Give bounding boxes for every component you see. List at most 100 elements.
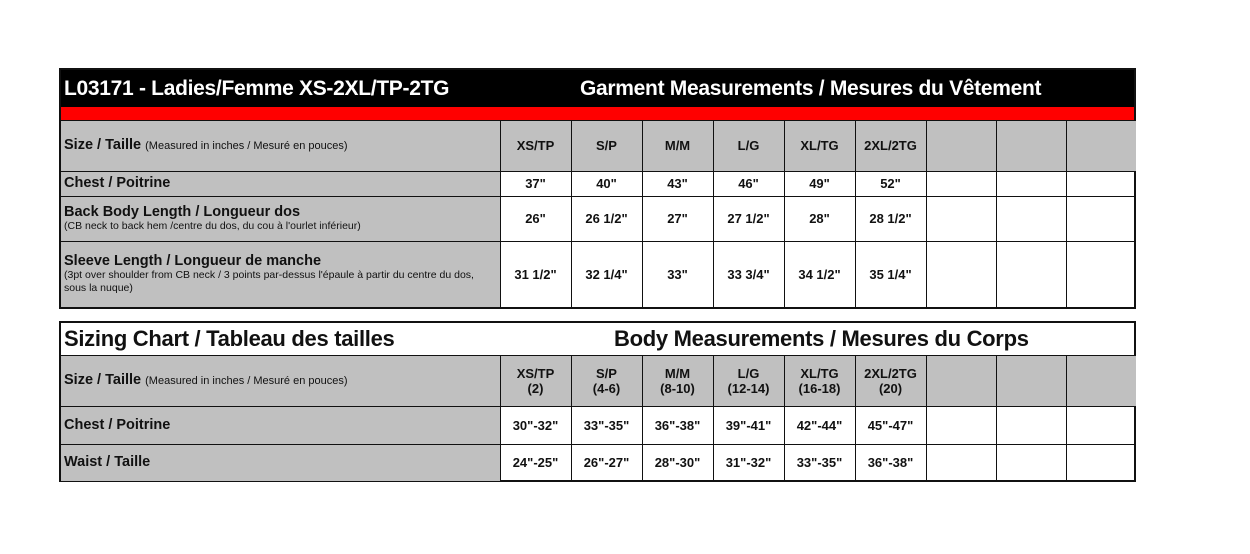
value-cell: 26" — [499, 195, 572, 242]
size-name: M/M — [664, 365, 691, 381]
value-cell: 40" — [570, 170, 643, 197]
table-row: Chest / Poitrine 37" 40" 43" 46" 49" 52" — [61, 170, 1136, 197]
empty-cell — [1065, 170, 1136, 197]
size-header-cell: S/P — [570, 121, 643, 172]
row-sublabel: (3pt over shoulder from CB neck / 3 poin… — [64, 268, 474, 294]
empty-cell — [995, 195, 1067, 242]
size-label-cell: Size / Taille (Measured in inches / Mesu… — [61, 121, 501, 172]
body-measurements-table: Sizing Chart / Tableau des tailles Body … — [59, 321, 1136, 482]
size-header-cell: L/G (12-14) — [712, 356, 785, 407]
empty-cell — [995, 240, 1067, 307]
row-label: Chest / Poitrine — [64, 416, 171, 433]
table-row: Chest / Poitrine 30"-32" 33"-35" 36"-38" 39"… — [61, 405, 1136, 445]
value-cell: 33"-35" — [783, 443, 856, 481]
empty-cell — [925, 240, 997, 307]
value-cell: 30"-32" — [499, 405, 572, 445]
size-name: XS/TP — [516, 138, 555, 154]
size-header-row: Size / Taille (Measured in inches / Mesu… — [61, 121, 1136, 172]
value-cell: 43" — [641, 170, 714, 197]
size-name: L/G — [737, 365, 760, 381]
value-cell: 28"-30" — [641, 443, 714, 481]
size-name: XS/TP — [516, 365, 555, 381]
measure-note: (Measured in inches / Mesuré en pouces) — [145, 139, 348, 152]
numeric-size: (20) — [878, 380, 903, 396]
table-row: Sleeve Length / Longueur de manche (3pt o… — [61, 240, 1136, 307]
size-name: S/P — [596, 138, 617, 154]
empty-cell — [1065, 405, 1136, 445]
row-label-cell: Chest / Poitrine — [61, 170, 501, 197]
size-header-cell: S/P (4-6) — [570, 356, 643, 407]
value-cell: 33" — [641, 240, 714, 307]
empty-cell — [995, 170, 1067, 197]
value-cell: 31"-32" — [712, 443, 785, 481]
row-label: Waist / Taille — [64, 454, 151, 471]
size-name: M/M — [664, 138, 691, 154]
table-row: Back Body Length / Longueur dos (CB neck … — [61, 195, 1136, 242]
empty-cell — [1065, 240, 1136, 307]
empty-cell — [1065, 443, 1136, 481]
value-cell: 33 3/4" — [712, 240, 785, 307]
size-header-cell: M/M — [641, 121, 714, 172]
value-cell: 46" — [712, 170, 785, 197]
numeric-size: (8-10) — [660, 380, 695, 396]
value-cell: 36"-38" — [641, 405, 714, 445]
value-cell: 28" — [783, 195, 856, 242]
garment-subtitle: Garment Measurements / Mesures du Vêteme… — [580, 76, 1042, 100]
value-cell: 26"-27" — [570, 443, 643, 481]
size-header-cell: 2XL/2TG — [854, 121, 927, 172]
row-sublabel: (CB neck to back hem /centre du dos, du … — [64, 219, 361, 232]
value-cell: 28 1/2" — [854, 195, 927, 242]
sizing-chart-title: Sizing Chart / Tableau des tailles — [64, 326, 395, 351]
size-name: 2XL/2TG — [864, 365, 917, 381]
empty-header-cell — [1065, 356, 1136, 407]
numeric-size: (2) — [527, 380, 544, 396]
size-label: Size / Taille — [64, 136, 142, 153]
empty-header-cell — [925, 356, 997, 407]
value-cell: 33"-35" — [570, 405, 643, 445]
measure-note: (Measured in inches / Mesuré en pouces) — [145, 374, 348, 387]
size-name: XL/TG — [800, 138, 839, 154]
value-cell: 39"-41" — [712, 405, 785, 445]
size-label-cell: Size / Taille (Measured in inches / Mesu… — [61, 356, 501, 407]
row-label: Chest / Poitrine — [64, 175, 171, 191]
size-header-cell: XS/TP — [499, 121, 572, 172]
empty-cell — [1065, 195, 1136, 242]
numeric-size: (4-6) — [592, 380, 621, 396]
row-label-cell: Waist / Taille — [61, 443, 501, 481]
empty-header-cell — [995, 121, 1067, 172]
empty-cell — [995, 405, 1067, 445]
value-cell: 26 1/2" — [570, 195, 643, 242]
empty-header-cell — [925, 121, 997, 172]
row-label-cell: Chest / Poitrine — [61, 405, 501, 445]
value-cell: 52" — [854, 170, 927, 197]
garment-measurements-table: L03171 - Ladies/Femme XS-2XL/TP-2TG Garm… — [59, 68, 1136, 309]
empty-cell — [925, 405, 997, 445]
garment-title-bar: L03171 - Ladies/Femme XS-2XL/TP-2TG Garm… — [61, 70, 1134, 107]
product-title: L03171 - Ladies/Femme XS-2XL/TP-2TG — [64, 76, 450, 100]
empty-cell — [995, 443, 1067, 481]
empty-header-cell — [1065, 121, 1136, 172]
row-label: Sleeve Length / Longueur de manche — [64, 252, 322, 269]
value-cell: 35 1/4" — [854, 240, 927, 307]
empty-cell — [925, 170, 997, 197]
empty-cell — [925, 195, 997, 242]
size-name: L/G — [737, 138, 760, 154]
size-header-cell: L/G — [712, 121, 785, 172]
body-subtitle: Body Measurements / Mesures du Corps — [614, 326, 1029, 351]
value-cell: 34 1/2" — [783, 240, 856, 307]
red-stripe — [61, 107, 1134, 121]
size-header-row: Size / Taille (Measured in inches / Mesu… — [61, 356, 1136, 407]
value-cell: 31 1/2" — [499, 240, 572, 307]
value-cell: 27 1/2" — [712, 195, 785, 242]
size-header-cell: M/M (8-10) — [641, 356, 714, 407]
size-name: XL/TG — [800, 365, 839, 381]
table-row: Waist / Taille 24"-25" 26"-27" 28"-30" 31"-3… — [61, 443, 1136, 481]
size-header-cell: XL/TG — [783, 121, 856, 172]
size-label: Size / Taille — [64, 371, 142, 388]
size-name: 2XL/2TG — [864, 138, 917, 154]
value-cell: 27" — [641, 195, 714, 242]
value-cell: 37" — [499, 170, 572, 197]
empty-cell — [925, 443, 997, 481]
row-label-cell: Sleeve Length / Longueur de manche (3pt o… — [61, 240, 501, 307]
value-cell: 24"-25" — [499, 443, 572, 481]
